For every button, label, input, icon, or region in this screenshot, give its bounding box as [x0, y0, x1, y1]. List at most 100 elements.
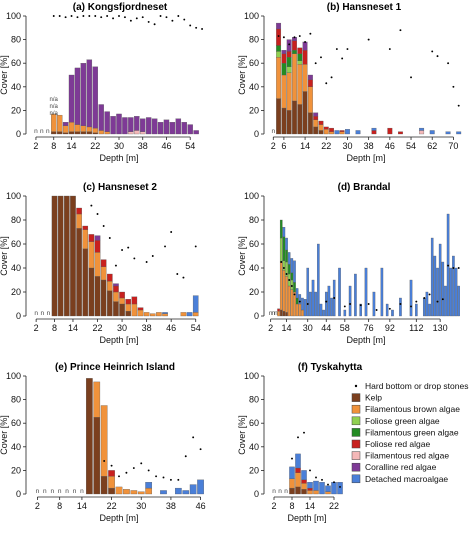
bar-segment [345, 129, 350, 135]
data-point [110, 464, 113, 467]
data-point [304, 41, 307, 43]
data-point [290, 285, 293, 287]
x-tick-label: 8 [289, 501, 294, 511]
data-point [58, 15, 61, 17]
bar-segment [88, 241, 95, 269]
bar-segment [70, 195, 76, 317]
data-point [341, 57, 344, 60]
panel-e: (e) Prince Heinrich Island 0 20 40 60 80 100 2 8… [0, 362, 206, 523]
na-marker: n [284, 488, 288, 495]
bar-segment [286, 39, 292, 52]
panel-title: (c) Hansneset 2 [83, 182, 157, 193]
bar-segment [317, 243, 320, 317]
bar-segment [276, 98, 282, 135]
y-tick-label: 20 [11, 105, 21, 115]
data-point [457, 267, 460, 269]
bar-segment [297, 64, 303, 105]
bar-segment [302, 91, 308, 135]
x-tick-label: 2 [34, 323, 39, 333]
bar-segment [76, 207, 82, 215]
data-point [320, 56, 322, 59]
data-point [288, 43, 291, 46]
bar-segment [302, 64, 308, 92]
data-point [288, 279, 291, 281]
y-tick-label: 20 [249, 465, 259, 475]
bar-segment [156, 312, 162, 317]
bar-segment [307, 74, 313, 80]
na-marker: n [274, 310, 278, 317]
data-point [133, 257, 136, 260]
bar-segment [295, 467, 301, 473]
bar-segment [62, 122, 69, 126]
y-tick-label: 80 [11, 35, 21, 45]
y-tick-label: 100 [244, 191, 259, 201]
bar-segment [137, 491, 145, 495]
x-tick-label: 38 [364, 141, 374, 151]
bar-segment [162, 312, 168, 314]
data-point [447, 62, 450, 65]
bar-segment [323, 126, 329, 130]
na-marker: n [46, 128, 50, 135]
data-point [145, 261, 148, 263]
data-point [423, 297, 426, 299]
data-point [315, 476, 317, 479]
bar-segment [279, 261, 283, 311]
data-point [164, 245, 166, 248]
bar-segment [80, 125, 87, 132]
bar-segment [157, 122, 164, 135]
na-marker: n [43, 488, 47, 495]
bar-segment [276, 51, 282, 58]
bar-segment [86, 126, 93, 132]
bar-segment [113, 285, 119, 293]
bar-segment [409, 279, 413, 317]
data-point [96, 213, 99, 215]
bar-segment [128, 117, 134, 132]
data-point [441, 298, 444, 301]
y-tick-label: 40 [11, 82, 21, 92]
y-tick-label: 80 [249, 395, 259, 405]
data-point [76, 16, 79, 19]
x-tick-label: 22 [90, 141, 100, 151]
bar-segment [100, 279, 107, 317]
data-point [125, 471, 128, 474]
data-point [123, 16, 126, 19]
bar-segment [113, 301, 119, 317]
bar-segment [125, 299, 131, 305]
bar-segment [285, 237, 288, 251]
data-point [106, 15, 109, 17]
x-tick-label: 22 [321, 141, 331, 151]
data-point [282, 36, 285, 39]
bar-segment [319, 482, 325, 495]
bar-segment [74, 131, 81, 135]
bar-segment [293, 260, 296, 283]
data-point [399, 303, 402, 305]
panel-d: (d) Brandal 0 20 40 60 80 100 2 14 30 44 58 76 92 112 1… [237, 182, 460, 345]
data-point [153, 23, 156, 26]
bar-segment [281, 74, 287, 109]
bar-segment [137, 307, 144, 311]
na-marker: n [40, 128, 44, 135]
x-axis-label: Depth [m] [287, 513, 326, 523]
data-point [309, 32, 312, 35]
x-tick-label: 30 [117, 323, 127, 333]
bar-segment [104, 111, 110, 132]
bar-segment [307, 112, 313, 135]
bar-segment [51, 113, 57, 132]
data-point [155, 475, 158, 478]
bar-segment [125, 311, 131, 317]
y-tick-label: 40 [11, 442, 21, 452]
bar-segment [51, 131, 57, 135]
bar-segment [285, 276, 288, 313]
y-tick-label: 100 [244, 371, 259, 381]
legend-label: Hard bottom or drop stones [365, 381, 468, 391]
bar-segment [279, 237, 283, 263]
bar-segment [175, 118, 182, 135]
data-point [184, 455, 187, 458]
data-point [112, 17, 115, 20]
bar-segment [319, 303, 323, 317]
bar-segment [282, 311, 286, 317]
data-point [410, 76, 412, 79]
x-tick-label: 8 [52, 323, 57, 333]
legend-swatch [351, 428, 361, 437]
bar-segment [295, 486, 301, 495]
